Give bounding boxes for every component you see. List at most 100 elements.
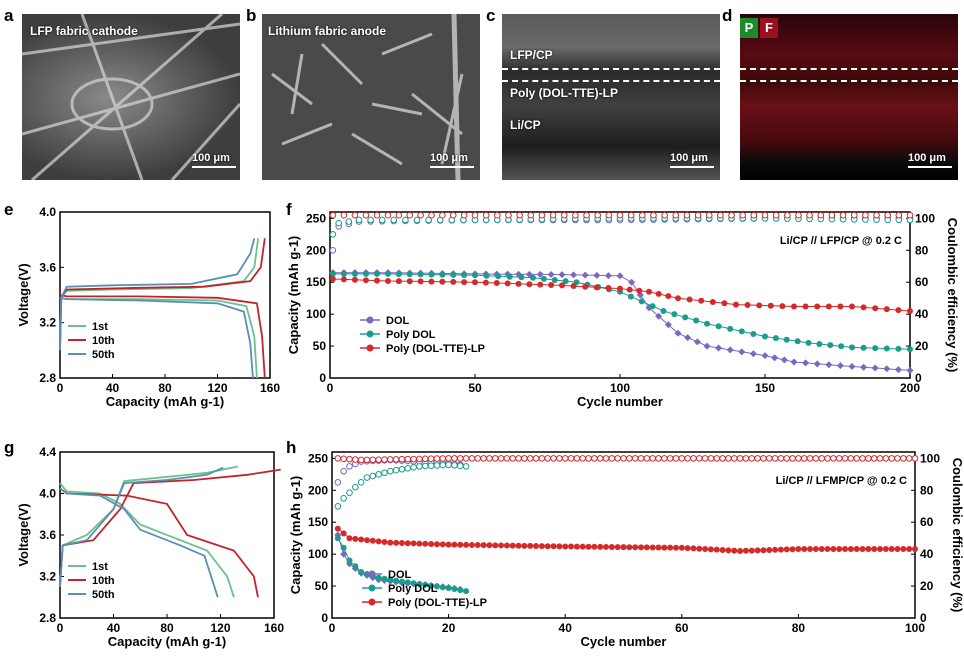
ce-point-Poly (DOL-TTE)-LP	[661, 455, 668, 462]
ce-point-Poly (DOL-TTE)-LP	[616, 211, 624, 219]
ce-point-Poly (DOL-TTE)-LP	[672, 211, 680, 219]
capacity-point-Poly (DOL-TTE)-LP	[836, 546, 843, 553]
sem-label-a: LFP fabric cathode	[30, 24, 138, 38]
y2-tick-label: 60	[915, 275, 929, 289]
ce-point-Poly (DOL-TTE)-LP	[911, 455, 919, 462]
x-tick-label: 0	[329, 621, 336, 635]
ce-point-Poly (DOL-TTE)-LP	[556, 455, 563, 462]
chart-f: 0 50 100 150 200 0 50 100 150 200 250 Cycle number C…	[280, 198, 964, 416]
ce-point-Poly (DOL-TTE)-LP	[789, 455, 796, 462]
ce-point-Poly (DOL-TTE)-LP	[509, 455, 517, 462]
ce-point-Poly (DOL-TTE)-LP	[725, 455, 732, 462]
capacity-point-Poly (DOL-TTE)-LP	[649, 544, 656, 551]
ce-point-Poly (DOL-TTE)-LP	[560, 211, 568, 219]
capacity-point-Poly (DOL-TTE)-LP	[812, 546, 819, 553]
capacity-point-Poly (DOL-TTE)-LP	[877, 546, 884, 553]
legend-label: Poly DOL	[386, 329, 436, 341]
y-tick-label: 150	[306, 275, 326, 289]
y-tick-label: 200	[308, 483, 328, 497]
capacity-point-DOL	[761, 352, 769, 360]
y2-tick-label: 20	[920, 579, 934, 593]
capacity-point-Poly (DOL-TTE)-LP	[395, 278, 402, 285]
capacity-point-Poly (DOL-TTE)-LP	[837, 303, 844, 310]
capacity-point-Poly (DOL-TTE)-LP	[661, 544, 668, 551]
capacity-point-Poly DOL	[428, 271, 435, 278]
capacity-point-Poly DOL	[373, 270, 380, 277]
capacity-point-Poly (DOL-TTE)-LP	[492, 542, 499, 549]
panel-letter-h: h	[286, 438, 297, 457]
capacity-point-Poly (DOL-TTE)-LP	[713, 546, 720, 553]
ce-point-Poly DOL	[345, 218, 353, 225]
capacity-point-Poly (DOL-TTE)-LP	[559, 282, 565, 289]
capacity-point-Poly (DOL-TTE)-LP	[847, 546, 854, 553]
capacity-point-DOL	[715, 344, 723, 352]
capacity-point-Poly (DOL-TTE)-LP	[830, 546, 837, 553]
ce-point-Poly (DOL-TTE)-LP	[375, 456, 382, 463]
capacity-point-Poly (DOL-TTE)-LP	[754, 547, 761, 554]
legend-label: Poly (DOL-TTE)-LP	[386, 343, 485, 355]
ce-point-Poly (DOL-TTE)-LP	[783, 455, 791, 462]
capacity-point-Poly (DOL-TTE)-LP	[515, 280, 522, 287]
capacity-point-Poly DOL	[750, 330, 757, 337]
capacity-point-DOL	[836, 362, 844, 370]
ce-point-Poly (DOL-TTE)-LP	[620, 455, 627, 462]
ce-point-Poly (DOL-TTE)-LP	[445, 455, 452, 462]
capacity-point-Poly DOL	[352, 563, 359, 570]
capacity-point-Poly (DOL-TTE)-LP	[859, 546, 866, 553]
ce-point-Poly DOL	[404, 464, 412, 472]
capacity-point-Poly (DOL-TTE)-LP	[570, 283, 577, 290]
capacity-point-Poly DOL	[849, 344, 855, 351]
curve-50th-discharge	[59, 296, 254, 379]
curve-1st-charge	[59, 238, 260, 351]
curve-50th-charge	[59, 466, 224, 587]
sem-image-a: LFP fabric cathode 100 μm	[22, 14, 240, 180]
capacity-point-Poly (DOL-TTE)-LP	[772, 546, 779, 553]
capacity-point-DOL	[570, 271, 578, 279]
ce-point-Poly (DOL-TTE)-LP	[824, 455, 831, 462]
chart-e: 0 40 80 120 160 2.8 3.2 3.6 4.0 Capacity (mAh g-1…	[0, 198, 280, 416]
capacity-point-Poly (DOL-TTE)-LP	[871, 546, 878, 553]
ce-point-Poly (DOL-TTE)-LP	[561, 455, 569, 462]
capacity-point-Poly DOL	[816, 341, 823, 348]
capacity-point-DOL	[906, 366, 914, 374]
capacity-point-Poly (DOL-TTE)-LP	[548, 282, 555, 289]
y-axis-label: Capacity (mAh g-1)	[288, 476, 303, 594]
capacity-point-Poly (DOL-TTE)-LP	[791, 303, 797, 310]
capacity-point-Poly DOL	[872, 345, 879, 352]
capacity-point-Poly DOL	[381, 575, 388, 582]
x-axis-label: Capacity (mAh g-1)	[108, 634, 226, 649]
ce-point-Poly DOL	[346, 489, 353, 497]
capacity-point-Poly DOL	[551, 276, 558, 283]
capacity-point-Poly (DOL-TTE)-LP	[482, 279, 489, 286]
capacity-point-Poly (DOL-TTE)-LP	[468, 541, 475, 548]
scalebar-d	[908, 166, 952, 168]
capacity-point-Poly (DOL-TTE)-LP	[865, 546, 872, 553]
capacity-point-Poly DOL	[393, 577, 400, 584]
ce-point-Poly (DOL-TTE)-LP	[795, 211, 802, 219]
capacity-point-DOL	[894, 366, 902, 374]
x-tick-label: 150	[755, 381, 775, 395]
ce-point-Poly DOL	[375, 471, 382, 478]
ce-point-Poly (DOL-TTE)-LP	[351, 211, 359, 219]
capacity-point-Poly (DOL-TTE)-LP	[617, 285, 623, 292]
capacity-point-Poly DOL	[838, 343, 845, 350]
capacity-point-Poly DOL	[439, 584, 446, 591]
capacity-point-Poly DOL	[417, 271, 424, 278]
ce-point-Poly (DOL-TTE)-LP	[596, 455, 604, 462]
capacity-point-DOL	[558, 271, 566, 279]
capacity-point-Poly (DOL-TTE)-LP	[860, 304, 867, 311]
capacity-point-Poly DOL	[472, 272, 478, 279]
legend-label: 10th	[92, 335, 115, 347]
scalebar-a	[192, 166, 236, 168]
curve-10th-charge	[59, 238, 266, 351]
y-tick-label: 0	[321, 611, 328, 625]
ce-point-Poly (DOL-TTE)-LP	[549, 211, 557, 219]
capacity-point-Poly DOL	[410, 580, 417, 587]
x-tick-label: 100	[610, 381, 630, 395]
ce-point-Poly (DOL-TTE)-LP	[516, 211, 523, 219]
ce-point-Poly (DOL-TTE)-LP	[683, 211, 691, 219]
capacity-point-Poly DOL	[518, 274, 525, 281]
capacity-point-Poly (DOL-TTE)-LP	[573, 543, 580, 550]
ce-point-Poly (DOL-TTE)-LP	[800, 455, 808, 462]
ce-point-Poly (DOL-TTE)-LP	[387, 456, 394, 463]
